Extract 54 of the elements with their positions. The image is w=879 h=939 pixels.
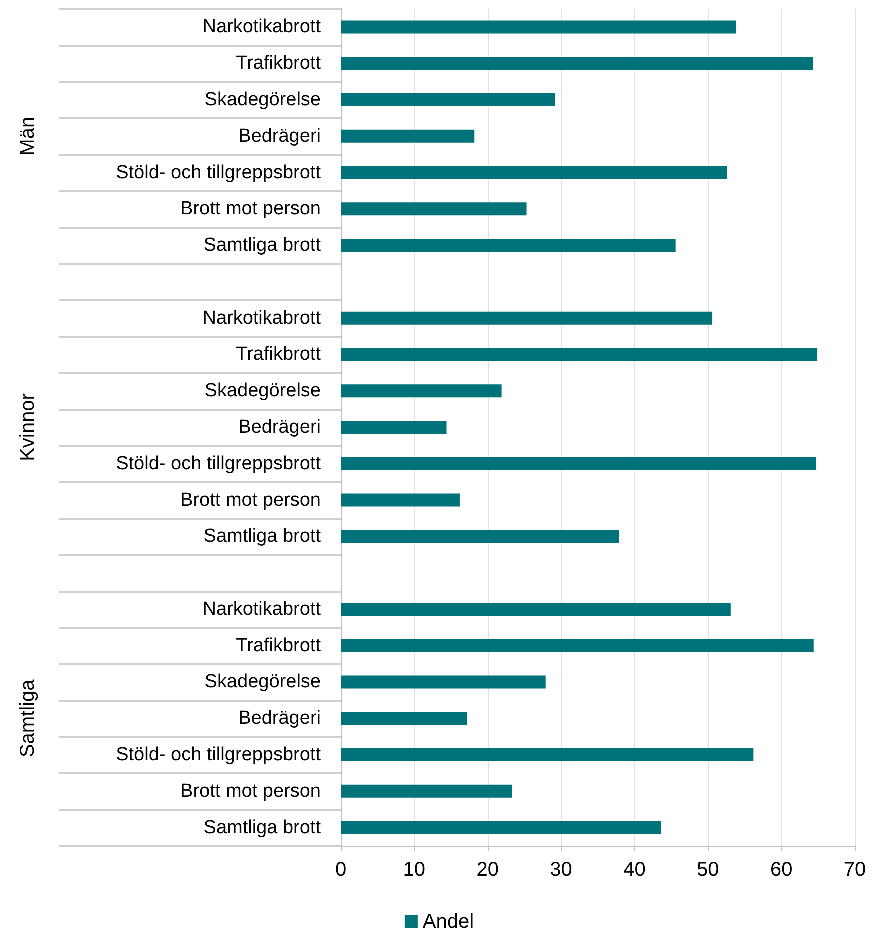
x-tick-label: 30 [550,859,572,881]
bar [341,202,527,216]
y-tick-label: Trafikbrott [236,53,322,74]
x-tick-label: 70 [844,859,866,881]
bar [341,384,502,398]
text: Kvinnor [17,393,39,462]
bar [341,312,713,325]
y-tick-label: Skadegörelse [204,672,321,693]
y-tick-label: Brott mot person [180,198,321,220]
y-tick-label: Trafikbrott [236,635,322,656]
y-tick-label: Stöld- och tillgreppsbrott [116,162,322,184]
x-tick-label: 10 [403,859,426,881]
bar [341,494,460,507]
x-tick-label: 50 [697,859,720,881]
y-tick-label: Trafikbrott [236,344,322,366]
bar [341,239,676,252]
bar [341,748,754,762]
bar [341,530,620,544]
bar [341,57,814,70]
y-tick-label: Brott mot person [180,780,321,802]
y-tick-label: Skadegörelse [204,380,321,402]
bar [341,421,447,434]
bar [341,93,556,106]
legend-label: Andel [422,911,474,933]
y-tick-label: Samtliga brott [204,235,322,256]
y-tick-label: Skadegörelse [204,89,321,110]
bar [341,166,728,180]
bar [341,602,731,616]
text: Män [17,116,39,156]
text: Samtliga [17,678,39,758]
bar [341,457,816,470]
bar [341,130,475,143]
y-tick-label: Narkotikabrott [202,16,322,38]
y-tick-label: Narkotikabrott [202,598,322,620]
y-tick-label: Bedrägeri [238,708,321,730]
y-tick-label: Samtliga brott [204,526,322,548]
x-tick-label: 0 [335,859,347,881]
y-tick-label: Bedrägeri [238,126,321,147]
y-tick-label: Bedrägeri [238,417,321,438]
x-tick-label: 40 [624,859,646,881]
bar [341,639,814,652]
y-tick-label: Samtliga brott [204,817,322,838]
y-tick-label: Stöld- och tillgreppsbrott [116,744,322,766]
bar [341,348,818,362]
bar [341,676,546,689]
y-tick-label: Stöld- och tillgreppsbrott [116,453,322,474]
x-tick-label: 60 [770,859,793,881]
y-tick-label: Brott mot person [180,490,321,511]
bar [341,712,468,726]
bar [341,821,662,834]
x-tick-label: 20 [476,859,499,881]
y-tick-label: Narkotikabrott [202,308,322,329]
bar [341,20,736,34]
bar [341,784,512,798]
